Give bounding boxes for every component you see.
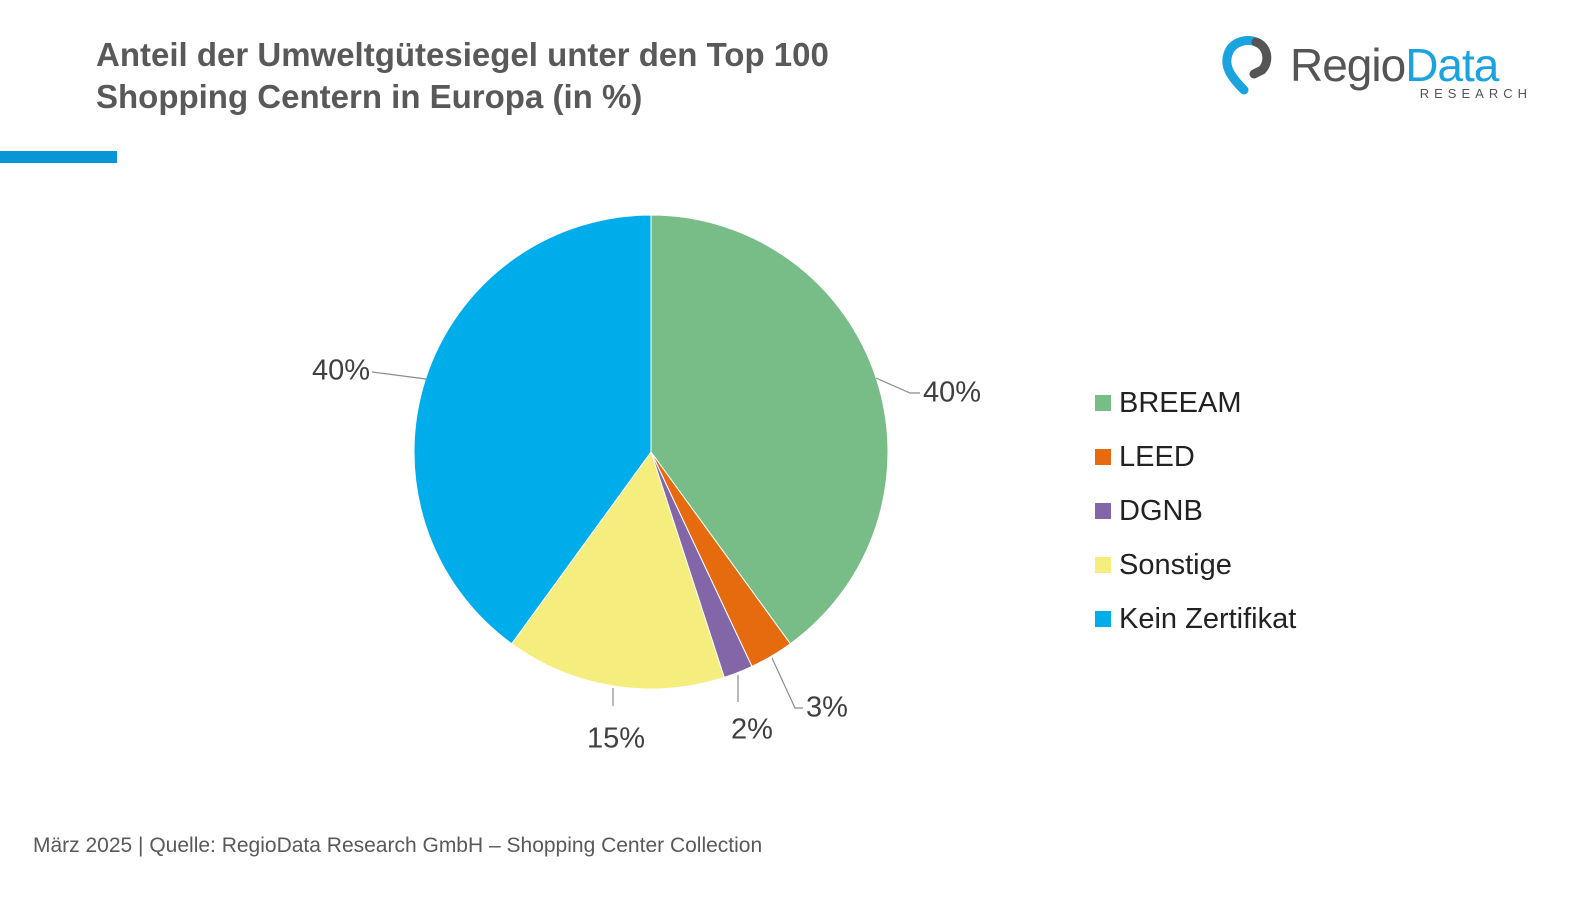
legend-item: BREEAM bbox=[1095, 376, 1296, 430]
title-line-2: Shopping Centern in Europa (in %) bbox=[96, 78, 643, 115]
legend-swatch bbox=[1095, 395, 1111, 411]
data-label: 2% bbox=[731, 714, 773, 746]
legend-item: DGNB bbox=[1095, 484, 1296, 538]
accent-bar bbox=[0, 151, 117, 163]
legend: BREEAM LEED DGNB Sonstige Kein Zertifikat bbox=[1095, 376, 1296, 646]
data-label: 15% bbox=[587, 723, 645, 755]
legend-swatch bbox=[1095, 611, 1111, 627]
logo-data: Data bbox=[1405, 39, 1499, 91]
legend-label: Kein Zertifikat bbox=[1119, 602, 1297, 635]
legend-swatch bbox=[1095, 449, 1111, 465]
legend-swatch bbox=[1095, 557, 1111, 573]
legend-label: DGNB bbox=[1119, 494, 1203, 527]
location-pin-icon bbox=[1222, 36, 1272, 95]
data-label: 3% bbox=[806, 692, 848, 724]
title-line-1: Anteil der Umweltgütesiegel unter den To… bbox=[96, 36, 829, 73]
logo-research: RESEARCH bbox=[1419, 86, 1532, 101]
legend-item: Sonstige bbox=[1095, 538, 1296, 592]
legend-item: LEED bbox=[1095, 430, 1296, 484]
legend-label: LEED bbox=[1119, 440, 1195, 473]
leader-line bbox=[371, 371, 427, 380]
regiodata-logo: RegioData RESEARCH bbox=[1222, 36, 1542, 106]
legend-swatch bbox=[1095, 503, 1111, 519]
pie-slice-sonstige bbox=[510, 450, 725, 690]
leader-line bbox=[771, 657, 803, 709]
chart-title: Anteil der Umweltgütesiegel unter den To… bbox=[96, 34, 829, 118]
legend-item: Kein Zertifikat bbox=[1095, 592, 1296, 646]
legend-label: BREEAM bbox=[1119, 386, 1242, 419]
data-label: 40% bbox=[312, 355, 370, 387]
leader-line bbox=[875, 377, 920, 394]
data-label: 40% bbox=[923, 377, 981, 409]
legend-label: Sonstige bbox=[1119, 548, 1232, 581]
source-footer: März 2025 | Quelle: RegioData Research G… bbox=[33, 834, 763, 857]
logo-regio: Regio bbox=[1290, 39, 1406, 91]
